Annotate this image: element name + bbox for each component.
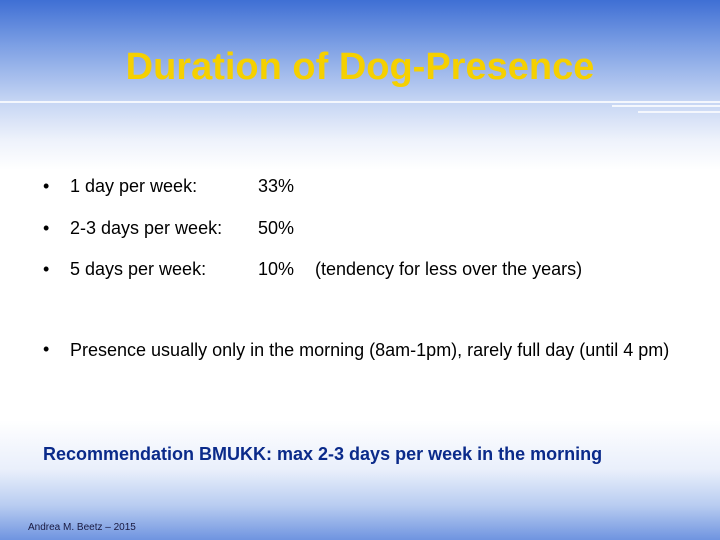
bullet-value: 33% — [258, 176, 295, 196]
bullet-list: • 1 day per week: 33% • 2-3 days per wee… — [43, 176, 583, 279]
bullet-note: (tendency for less over the years) — [315, 259, 583, 279]
bullet-symbol: • — [43, 218, 50, 238]
footer-author: Andrea M. Beetz – 2015 — [28, 522, 136, 533]
bullet-label: 2-3 days per week: — [70, 218, 223, 238]
accent-line-shorter — [638, 111, 720, 113]
title-divider-line — [0, 101, 720, 103]
bullet-symbol: • — [43, 339, 50, 359]
bullet-symbol: • — [43, 259, 50, 279]
bullet-value: 50% — [258, 218, 295, 238]
accent-line-short — [612, 105, 720, 107]
slide-title: Duration of Dog-Presence — [125, 46, 595, 88]
recommendation-text: Recommendation BMUKK: max 2-3 days per w… — [43, 444, 603, 464]
bullet-symbol: • — [43, 176, 50, 196]
bullet-value: 10% — [258, 259, 295, 279]
presence-text: Presence usually only in the morning (8a… — [70, 340, 670, 360]
bullet-label: 1 day per week: — [70, 176, 198, 196]
bullet-label: 5 days per week: — [70, 259, 207, 279]
